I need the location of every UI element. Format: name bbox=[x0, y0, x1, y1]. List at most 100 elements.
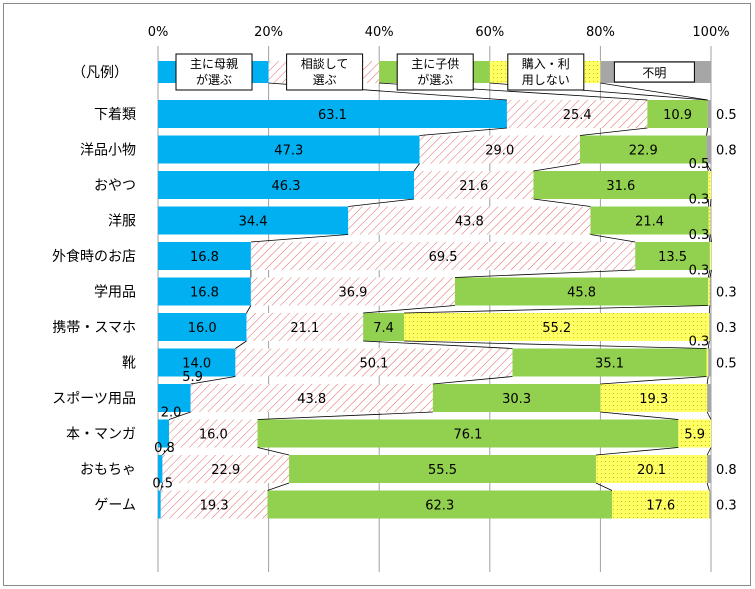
connector-line bbox=[710, 198, 712, 207]
data-label: 45.8 bbox=[567, 286, 596, 301]
data-label: 34.4 bbox=[239, 215, 268, 230]
bar-segment bbox=[158, 171, 415, 199]
connector-line bbox=[706, 376, 709, 385]
connector-line bbox=[708, 305, 711, 314]
bar-segment bbox=[289, 455, 596, 483]
data-label: 21.6 bbox=[459, 179, 488, 194]
category-label: スポーツ用品 bbox=[52, 391, 136, 407]
data-label: 5.9 bbox=[684, 428, 705, 443]
bar-segment bbox=[707, 100, 711, 128]
bar-segment bbox=[158, 348, 236, 377]
bar-segment bbox=[533, 171, 709, 199]
legend-label: 主に子供 bbox=[411, 57, 459, 71]
category-label: 本・マンガ bbox=[66, 427, 136, 443]
data-label: 22.9 bbox=[211, 463, 240, 478]
bar-segment bbox=[162, 455, 290, 483]
bar-segment bbox=[348, 206, 591, 235]
category-label: おもちゃ bbox=[80, 462, 136, 478]
bar-segment bbox=[158, 490, 161, 519]
bar-segment bbox=[707, 384, 711, 412]
connector-line bbox=[533, 163, 581, 172]
bar-segment bbox=[600, 384, 708, 412]
legend-label: 購入・利 bbox=[522, 57, 570, 71]
bar-segment bbox=[708, 206, 711, 235]
connector-line bbox=[533, 198, 591, 207]
bar-segment bbox=[432, 384, 601, 412]
data-label: 36.9 bbox=[338, 286, 367, 301]
bar-segment bbox=[579, 135, 707, 164]
bar-segment bbox=[190, 384, 433, 412]
legend-box bbox=[613, 61, 695, 83]
connector-line bbox=[708, 234, 711, 243]
legend-box bbox=[175, 53, 253, 91]
data-label: 5.9 bbox=[182, 370, 203, 385]
connector-line bbox=[160, 482, 163, 491]
category-label: 学用品 bbox=[94, 285, 136, 301]
bar-segment bbox=[363, 313, 405, 341]
connector-line bbox=[168, 411, 191, 420]
data-label: 46.3 bbox=[272, 179, 301, 194]
data-label: 20.1 bbox=[637, 463, 666, 478]
data-label: 2.0 bbox=[161, 406, 182, 421]
category-label: 洋服 bbox=[108, 214, 136, 230]
bar-segment bbox=[706, 348, 709, 377]
x-axis-ticks: 0% 20% 40% 60% 80% 100% bbox=[148, 25, 730, 40]
data-label: 0.3 bbox=[689, 193, 710, 208]
bar-segment bbox=[708, 277, 710, 306]
legend-box bbox=[507, 53, 585, 91]
legend-label: 用しない bbox=[522, 73, 570, 87]
bar-segment bbox=[647, 100, 708, 128]
connector-line bbox=[706, 411, 712, 420]
bar-segment bbox=[235, 348, 513, 377]
connector-line bbox=[595, 482, 613, 491]
connector-line bbox=[235, 340, 247, 349]
bar-segment bbox=[708, 348, 711, 377]
bar-segment bbox=[158, 455, 163, 483]
data-label: 16.0 bbox=[199, 428, 228, 443]
category-label: 携帯・スマホ bbox=[52, 320, 136, 336]
data-label: 0.3 bbox=[716, 321, 737, 336]
data-label: 0.3 bbox=[716, 286, 737, 301]
data-label: 0.3 bbox=[689, 264, 710, 279]
connector-line bbox=[579, 127, 648, 136]
bar-segment bbox=[612, 490, 710, 519]
data-label: 63.1 bbox=[318, 108, 347, 123]
connector-line bbox=[363, 340, 513, 349]
data-label: 47.3 bbox=[274, 144, 303, 159]
connector-line bbox=[710, 234, 712, 243]
data-label: 19.3 bbox=[200, 499, 229, 514]
bar-segment bbox=[158, 242, 251, 270]
connector-line bbox=[707, 340, 710, 349]
connector-line bbox=[257, 411, 433, 420]
category-label: 下着類 bbox=[94, 107, 136, 123]
connector-line bbox=[706, 163, 712, 172]
data-label: 17.6 bbox=[646, 499, 675, 514]
data-label: 0.8 bbox=[716, 463, 737, 478]
connector-line bbox=[600, 82, 708, 101]
x-tick-label: 20% bbox=[254, 25, 283, 40]
gridlines bbox=[157, 46, 712, 572]
connector-line bbox=[706, 482, 710, 491]
connector-line bbox=[190, 376, 236, 385]
data-label: 0.3 bbox=[716, 499, 737, 514]
legend-box bbox=[286, 53, 364, 91]
x-tick-label: 40% bbox=[365, 25, 394, 40]
connector-line bbox=[348, 198, 415, 207]
bar-segment bbox=[709, 242, 711, 270]
connector-line bbox=[595, 447, 679, 456]
legend-label: 不明 bbox=[642, 66, 666, 80]
bar-segment bbox=[158, 384, 191, 412]
bar-segment bbox=[158, 135, 420, 164]
legend-row-label: （凡例） bbox=[72, 65, 128, 81]
connector-line bbox=[419, 127, 507, 136]
data-label: 31.6 bbox=[606, 179, 635, 194]
data-label: 14.0 bbox=[182, 357, 211, 372]
bar-segment bbox=[404, 313, 710, 341]
data-label: 25.4 bbox=[563, 108, 592, 123]
x-tick-label: 60% bbox=[475, 25, 504, 40]
connector-line bbox=[363, 305, 455, 314]
data-label: 21.1 bbox=[290, 321, 319, 336]
bar-segment bbox=[678, 419, 711, 448]
legend-label: 選ぶ bbox=[313, 73, 337, 87]
